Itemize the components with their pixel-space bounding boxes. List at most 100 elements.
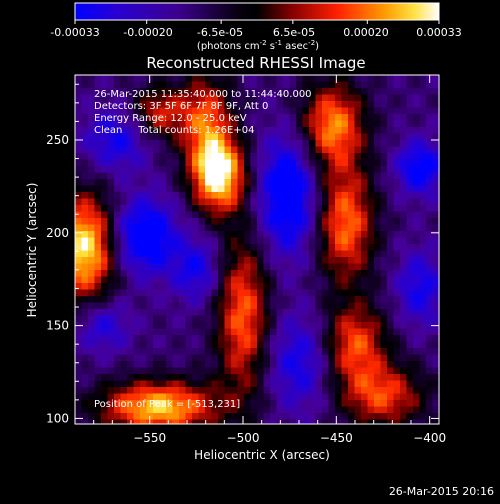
heatmap-cell (354, 322, 362, 329)
heatmap-cell (146, 296, 154, 303)
heatmap-cell (315, 380, 323, 388)
heatmap-cell (432, 244, 439, 251)
heatmap-cell (237, 88, 245, 95)
heatmap-cell (322, 302, 329, 310)
heatmap-cell (289, 263, 297, 271)
heatmap-cell (315, 387, 323, 394)
heatmap-cell (140, 198, 147, 206)
heatmap-cell (341, 127, 349, 134)
heatmap-cell (81, 367, 89, 375)
heatmap-cell (88, 107, 95, 115)
heatmap-cell (153, 328, 160, 336)
heatmap-cell (231, 393, 238, 401)
heatmap-cell (107, 263, 115, 271)
colorbar (74, 2, 440, 21)
heatmap-cell (250, 380, 258, 388)
heatmap-cell (341, 94, 349, 102)
heatmap-cell (146, 380, 154, 388)
heatmap-cell (341, 244, 349, 251)
heatmap-cell (250, 94, 258, 102)
heatmap-cell (172, 107, 180, 115)
heatmap-cell (309, 361, 316, 368)
heatmap-cell (205, 133, 212, 141)
heatmap-cell (419, 315, 427, 323)
heatmap-cell (263, 133, 271, 141)
heatmap-cell (205, 393, 212, 401)
heatmap-cell (276, 289, 284, 297)
heatmap-cell (179, 120, 186, 128)
heatmap-cell (231, 283, 238, 290)
heatmap-cell (250, 133, 258, 141)
heatmap-cell (419, 133, 427, 141)
heatmap-cell (393, 205, 401, 212)
heatmap-cell (341, 153, 349, 160)
heatmap-cell (270, 166, 277, 173)
heatmap-cell (159, 133, 167, 141)
heatmap-cell (211, 231, 219, 238)
heatmap-cell (146, 166, 154, 173)
heatmap-cell (159, 341, 167, 349)
heatmap-cell (380, 205, 388, 212)
heatmap-cell (406, 127, 414, 134)
heatmap-cell (380, 250, 388, 258)
heatmap-cell (237, 120, 245, 128)
heatmap-cell (393, 237, 401, 245)
heatmap-cell (263, 335, 271, 342)
heatmap-cell (75, 94, 82, 102)
heatmap-cell (166, 88, 173, 95)
heatmap-cell (354, 387, 362, 394)
heatmap-cell (159, 179, 167, 186)
heatmap-cell (426, 322, 433, 329)
heatmap-cell (172, 354, 180, 362)
heatmap-cell (166, 250, 173, 258)
heatmap-cell (166, 120, 173, 128)
heatmap-cell (133, 276, 141, 284)
heatmap-cell (283, 107, 290, 115)
heatmap-cell (140, 101, 147, 108)
heatmap-cell (218, 257, 225, 264)
heatmap-cell (153, 159, 160, 167)
heatmap-cell (426, 335, 433, 342)
heatmap-cell (244, 198, 251, 206)
heatmap-cell (114, 328, 121, 336)
heatmap-cell (127, 263, 134, 271)
heatmap-cell (283, 419, 290, 424)
heatmap-cell (185, 88, 193, 95)
heatmap-cell (380, 192, 388, 199)
heatmap-cell (101, 276, 108, 284)
heatmap-cell (192, 185, 199, 193)
heatmap-cell (335, 309, 342, 316)
heatmap-cell (185, 354, 193, 362)
heatmap-cell (107, 309, 115, 316)
heatmap-cell (101, 114, 108, 121)
heatmap-cell (166, 133, 173, 141)
heatmap-cell (94, 81, 102, 89)
heatmap-cell (231, 166, 238, 173)
heatmap-cell (244, 335, 251, 342)
heatmap-cell (185, 361, 193, 368)
heatmap-cell (172, 224, 180, 232)
heatmap-cell (218, 120, 225, 128)
heatmap-cell (231, 419, 238, 424)
heatmap-cell (94, 140, 102, 147)
heatmap-cell (192, 393, 199, 401)
heatmap-cell (114, 387, 121, 394)
heatmap-cell (276, 276, 284, 284)
heatmap-cell (257, 198, 264, 206)
heatmap-cell (140, 75, 147, 82)
heatmap-cell (328, 237, 336, 245)
heatmap-cell (309, 309, 316, 316)
heatmap-cell (335, 289, 342, 297)
heatmap-cell (315, 302, 323, 310)
heatmap-cell (348, 276, 355, 284)
heatmap-cell (413, 322, 420, 329)
heatmap-cell (387, 146, 394, 154)
heatmap-cell (224, 380, 232, 388)
heatmap-cell (257, 361, 264, 368)
heatmap-cell (231, 289, 238, 297)
heatmap-cell (322, 198, 329, 206)
heatmap-cell (198, 413, 206, 420)
heatmap-cell (107, 367, 115, 375)
heatmap-cell (296, 328, 303, 336)
heatmap-cell (159, 88, 167, 95)
